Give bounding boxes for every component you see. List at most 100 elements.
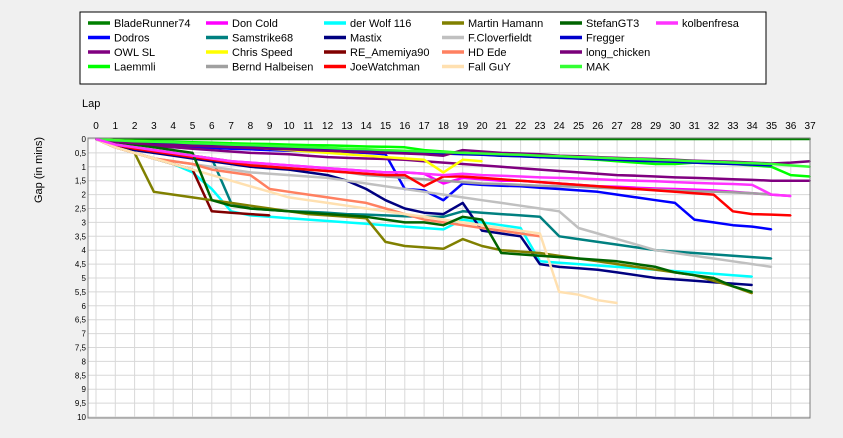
y-tick-label: 6 [82,302,87,311]
data-point [442,228,445,231]
data-point [404,225,406,228]
data-point [423,246,425,249]
legend-item: Mastix [350,33,382,45]
data-point [597,241,599,243]
data-point [558,291,560,293]
data-point [539,232,541,235]
data-point [307,218,310,221]
data-point [114,139,117,142]
data-point [384,214,387,217]
data-point [268,188,271,190]
data-point [346,214,348,217]
data-point [404,207,406,210]
data-point [172,149,174,151]
data-point [770,138,773,140]
data-point [95,138,97,140]
data-point [326,196,329,199]
data-point [404,213,406,215]
data-point [461,218,464,221]
y-tick-label: 3 [82,218,87,227]
x-tick-label: 9 [267,121,273,132]
legend-item: Samstrike68 [232,33,293,45]
data-point [249,213,252,215]
data-point [500,166,503,168]
series-line [95,137,772,167]
data-point [191,145,194,147]
data-point [635,161,638,164]
data-point [326,170,329,172]
data-point [346,179,348,182]
data-point [365,213,368,216]
x-tick-label: 11 [303,121,314,132]
data-point [288,191,290,193]
data-point [558,256,560,258]
data-point [249,185,252,188]
data-point [191,142,194,144]
data-point [442,171,445,174]
data-point [365,202,368,204]
data-point [307,211,310,214]
data-point [481,160,483,163]
data-point [635,263,638,265]
data-point [577,177,580,180]
data-point [191,154,194,157]
data-point [616,174,618,176]
data-point [635,196,638,199]
data-point [616,186,618,189]
x-tick-label: 17 [419,121,431,132]
data-point [442,248,445,250]
data-point [654,249,657,251]
x-tick-label: 21 [496,121,508,132]
data-point [133,146,136,149]
y-tick-label: 9,5 [75,399,87,408]
data-point [519,227,522,229]
y-tick-label: 4,5 [75,260,87,269]
y-tick-label: 7,5 [75,344,87,353]
data-point [674,159,676,162]
data-point [365,188,368,190]
data-point [712,253,715,256]
data-point [519,250,522,253]
data-point [577,186,580,188]
data-point [384,185,387,188]
legend-item: kolbenfresa [682,18,740,30]
data-point [268,166,271,168]
data-point [288,174,290,176]
data-point [674,278,676,281]
data-point [519,229,522,232]
data-point [519,179,522,182]
data-point [461,221,464,224]
data-point [732,178,734,181]
data-point [693,254,696,257]
data-point [558,185,560,188]
data-point [307,144,310,146]
data-point [790,174,792,176]
data-point [500,138,503,140]
data-point [365,151,368,153]
data-point [423,172,425,175]
data-point [654,138,657,140]
data-point [268,152,271,155]
data-point [500,184,503,187]
data-point [751,284,753,286]
data-point [249,147,252,149]
x-axis-label: Lap [82,98,100,110]
data-point [326,144,329,147]
data-point [230,138,232,140]
legend-item: Laemmli [114,62,156,74]
data-point [790,195,792,197]
x-tick-label: 19 [457,121,469,132]
data-point [153,138,155,140]
x-tick-label: 24 [554,121,566,132]
data-point [442,221,445,224]
legend: BladeRunner74 Dodros OWL SL Laemmli Don Cold… [88,18,740,74]
data-point [461,210,464,213]
data-point [172,141,174,144]
data-point [751,275,753,278]
data-point [577,189,580,192]
data-point [211,149,213,151]
data-point [693,271,696,274]
data-point [346,171,348,174]
legend-item: Chris Speed [232,47,293,59]
data-point [423,227,425,229]
